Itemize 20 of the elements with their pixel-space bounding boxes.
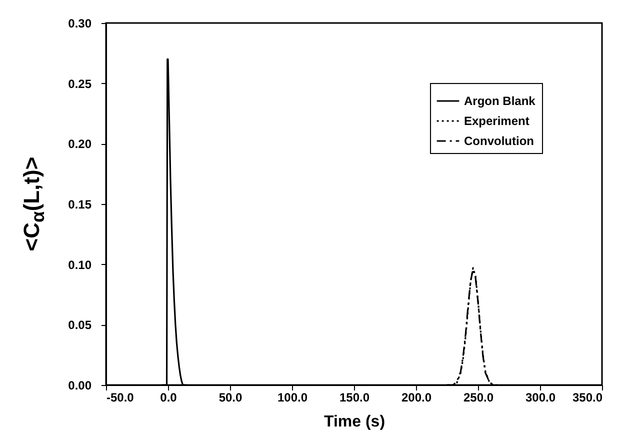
x-tick-label: 100.0 — [277, 390, 308, 404]
legend-label: Experiment — [464, 114, 530, 128]
x-tick-label: 250.0 — [463, 390, 494, 404]
y-tick-label: 0.25 — [68, 76, 92, 91]
x-tick-label: 150.0 — [339, 390, 370, 404]
x-tick-label: 50.0 — [218, 390, 242, 404]
x-tick-label: 200.0 — [401, 390, 432, 404]
y-tick-label: 0.15 — [68, 198, 92, 212]
x-tick-label: 0.0 — [160, 390, 178, 404]
y-tick-label: 0.05 — [68, 318, 92, 332]
y-tick-label: 0.20 — [68, 137, 92, 152]
y-tick-label: 0.10 — [68, 258, 92, 272]
y-tick-label: 0.00 — [68, 378, 92, 392]
x-tick-label: 350.0 — [572, 390, 603, 404]
legend-label: Argon Blank — [464, 94, 536, 108]
y-tick-label: 0.30 — [68, 16, 92, 30]
legend-label: Convolution — [464, 134, 534, 148]
x-axis-title: Time (s) — [324, 414, 386, 430]
x-tick-label: -50.0 — [106, 390, 134, 404]
x-tick-label: 300.0 — [525, 390, 556, 404]
